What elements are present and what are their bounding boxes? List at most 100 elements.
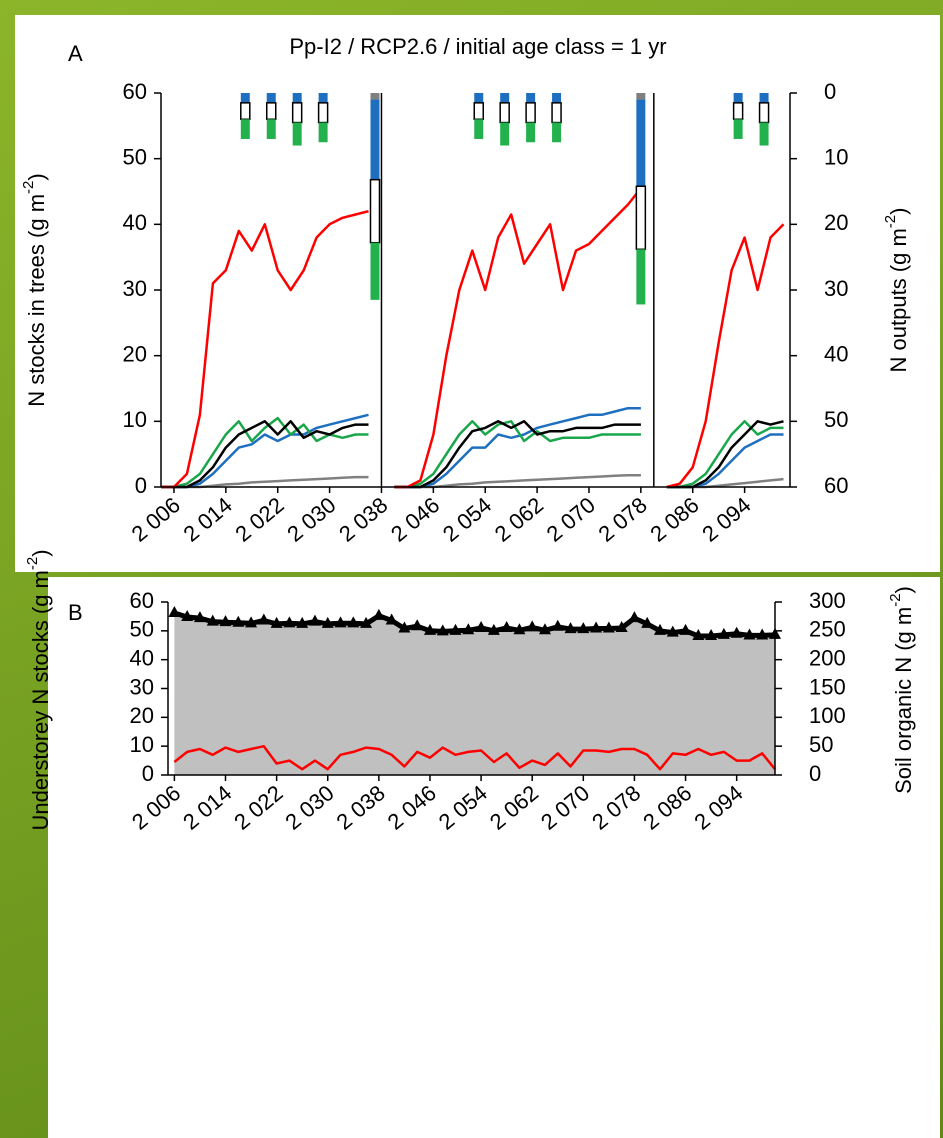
triangle-marker: [360, 616, 373, 628]
triangle-marker: [717, 627, 730, 639]
triangle-marker: [513, 623, 526, 635]
y2-axis-label-part: ): [886, 208, 911, 215]
triangle-marker: [705, 629, 718, 641]
y-axis-label-part: -2: [24, 557, 41, 570]
output-bar-segment: [552, 122, 562, 143]
output-bar-segment: [758, 102, 770, 124]
triangle-marker: [692, 629, 705, 641]
output-bar-segment: [759, 93, 769, 103]
output-bar-segment: [733, 93, 743, 103]
triangle-marker: [653, 623, 666, 635]
output-bar-segment: [499, 102, 510, 124]
y2-tick-label: 40: [824, 341, 848, 366]
triangle-marker: [321, 616, 334, 628]
y-tick-label: 0: [135, 473, 147, 498]
output-bar-segment: [552, 93, 562, 103]
y2-tick-label: 10: [824, 144, 848, 169]
triangle-marker: [219, 615, 232, 627]
output-bar-segment: [292, 122, 302, 146]
triangle-marker: [423, 623, 436, 635]
output-bar-segment: [733, 119, 743, 139]
triangle-marker: [679, 623, 692, 635]
y-tick-label: 30: [130, 674, 154, 699]
triangle-marker: [193, 611, 206, 623]
triangle-marker: [296, 616, 309, 628]
output-bar-segment: [240, 102, 251, 121]
triangle-marker: [449, 623, 462, 635]
output-bar-segment: [318, 93, 328, 103]
output-bar-segment: [292, 93, 302, 103]
output-bar-segment: [474, 93, 484, 103]
y2-tick-label: 300: [809, 588, 846, 613]
triangle-marker: [308, 614, 321, 626]
output-bar-segment: [759, 122, 769, 146]
output-bar-segment: [526, 122, 536, 143]
output-bar-segment: [525, 102, 536, 124]
y-axis-label: Understorey N stocks (g m-2): [24, 549, 52, 830]
y-tick-label: 40: [130, 645, 154, 670]
output-bar-segment: [636, 93, 646, 100]
line: [161, 187, 785, 489]
output-bar-segment: [318, 122, 328, 143]
triangle-marker: [257, 613, 270, 625]
triangle-marker: [245, 616, 258, 628]
triangle-marker: [411, 619, 424, 631]
y-axis-label-part: ): [28, 549, 53, 556]
output-bar-segment: [635, 185, 647, 251]
y-tick-label: 20: [130, 703, 154, 728]
output-bar-segment: [291, 102, 303, 124]
triangle-marker: [487, 623, 500, 635]
y-tick-label: 30: [123, 276, 147, 301]
y2-axis-label-part: -2: [887, 593, 904, 606]
chart-title: Pp-I2 / RCP2.6 / initial age class = 1 y…: [289, 34, 666, 59]
y2-tick-label: 150: [809, 674, 846, 699]
y2-tick-label: 60: [824, 473, 848, 498]
y2-tick-label: 0: [809, 761, 821, 786]
y2-axis-label: Soil organic N (g m-2): [887, 586, 915, 794]
triangle-marker: [385, 613, 398, 625]
triangle-marker: [526, 620, 539, 632]
output-bar-segment: [473, 102, 484, 121]
triangle-marker: [398, 621, 411, 633]
triangle-marker: [628, 611, 641, 623]
output-bar-segment: [551, 102, 562, 124]
y2-tick-label: 50: [809, 732, 833, 757]
triangle-marker: [347, 616, 360, 628]
triangle-marker: [283, 616, 296, 628]
y2-axis-label-part: -2: [882, 215, 899, 228]
y-tick-label: 0: [142, 761, 154, 786]
y-tick-label: 20: [123, 341, 147, 366]
y-axis-label: N stocks in trees (g m-2): [20, 173, 48, 406]
output-bar-segment: [500, 93, 510, 103]
y2-axis-label: N outputs (g m-2): [882, 208, 910, 373]
y2-tick-label: 250: [809, 617, 846, 642]
y-axis-label-part: -2: [20, 181, 37, 194]
triangle-marker: [500, 620, 513, 632]
y-tick-label: 10: [123, 407, 147, 432]
triangle-marker: [462, 623, 475, 635]
output-bar-segment: [636, 99, 646, 187]
triangle-marker: [168, 605, 181, 617]
triangle-marker: [577, 622, 590, 634]
triangle-marker: [372, 608, 385, 620]
triangle-marker: [334, 616, 347, 628]
y2-tick-label: 20: [824, 210, 848, 235]
output-bar-segment: [266, 119, 276, 139]
line: [173, 744, 776, 771]
output-bar-segment: [240, 93, 250, 103]
y-tick-label: 50: [123, 144, 147, 169]
triangle-marker: [538, 623, 551, 635]
triangle-marker: [615, 620, 628, 632]
triangle-marker: [475, 620, 488, 632]
triangle-marker: [590, 621, 603, 633]
y2-tick-label: 100: [809, 703, 846, 728]
triangle-marker: [666, 625, 679, 637]
output-bar-segment: [370, 93, 380, 100]
triangle-marker: [743, 628, 756, 640]
triangle-marker: [270, 616, 283, 628]
triangle-marker: [436, 624, 449, 636]
triangle-marker: [206, 614, 219, 626]
y2-axis-label-part: N outputs (g m: [886, 228, 911, 372]
triangle-marker: [564, 622, 577, 634]
